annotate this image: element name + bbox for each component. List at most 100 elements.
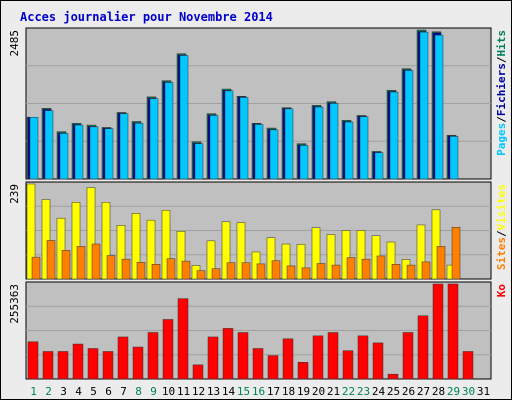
- pages-bar-day-17: [269, 129, 279, 180]
- sites-bar-day-16: [256, 263, 266, 280]
- hits-panel-legend: Pages/Fichiers/Hits: [495, 30, 508, 156]
- pages-bar-day-15: [239, 97, 249, 180]
- day-label-29: 29: [447, 385, 460, 398]
- sites-bar-day-27: [421, 261, 431, 280]
- sites-bar-day-15: [241, 262, 251, 280]
- chart-title: Acces journalier pour Novembre 2014: [20, 10, 273, 24]
- day-label-26: 26: [402, 385, 415, 398]
- day-label-3: 3: [60, 385, 67, 398]
- sites-bar-day-14: [226, 262, 236, 280]
- day-label-15: 15: [237, 385, 250, 398]
- visites-bar-day-4: [71, 202, 81, 280]
- ko-bar-day-12: [192, 364, 204, 380]
- ko-bar-day-24: [372, 342, 384, 380]
- sites-bar-day-13: [211, 268, 221, 280]
- sites-bar-day-10: [166, 258, 176, 280]
- day-label-13: 13: [207, 385, 220, 398]
- sites-bar-day-1: [31, 256, 41, 280]
- day-label-27: 27: [417, 385, 430, 398]
- ko-bar-day-15: [237, 332, 249, 380]
- day-label-30: 30: [462, 385, 475, 398]
- visites-bar-day-8: [131, 213, 141, 280]
- visits-panel-legend: Sites/Visites: [495, 184, 508, 270]
- sites-bar-day-29: [451, 227, 461, 280]
- ko-panel-legend-part: Ko: [495, 284, 508, 298]
- visites-bar-day-18: [281, 243, 291, 280]
- sites-bar-day-23: [361, 258, 371, 280]
- sites-bar-day-17: [271, 260, 281, 280]
- ko-bar-day-13: [207, 336, 219, 380]
- sites-bar-day-11: [181, 260, 191, 280]
- pages-bar-day-2: [44, 110, 54, 180]
- ko-bar-day-26: [402, 332, 414, 380]
- pages-bar-day-27: [419, 31, 429, 180]
- day-label-2: 2: [45, 385, 52, 398]
- day-label-9: 9: [150, 385, 157, 398]
- pages-bar-day-29: [449, 136, 459, 180]
- hits-panel-legend-part: Fichiers: [495, 63, 508, 116]
- visites-bar-day-3: [56, 217, 66, 280]
- pages-bar-day-16: [254, 124, 264, 180]
- ko-bar-day-29: [447, 283, 459, 380]
- pages-bar-day-1: [29, 116, 39, 180]
- ko-bar-day-7: [117, 336, 129, 380]
- visites-bar-day-22: [341, 230, 351, 280]
- sites-bar-day-28: [436, 246, 446, 280]
- sites-bar-day-21: [331, 264, 341, 280]
- ko-bar-day-5: [87, 348, 99, 380]
- pages-bar-day-24: [374, 152, 384, 180]
- sites-bar-day-2: [46, 240, 56, 280]
- sites-bar-day-24: [376, 255, 386, 280]
- visites-bar-day-25: [386, 241, 396, 280]
- sites-bar-day-4: [76, 246, 86, 280]
- pages-bar-day-18: [284, 108, 294, 180]
- hits-panel-legend-part: /: [495, 116, 508, 123]
- visites-bar-day-14: [221, 221, 231, 280]
- visites-bar-day-6: [101, 202, 111, 280]
- sites-bar-day-7: [121, 258, 131, 280]
- pages-bar-day-7: [119, 113, 129, 180]
- day-label-4: 4: [75, 385, 82, 398]
- visites-bar-day-7: [116, 225, 126, 280]
- visites-bar-day-11: [176, 231, 186, 280]
- hits-ymax-label: 2485: [8, 30, 21, 57]
- day-label-19: 19: [297, 385, 310, 398]
- hits-panel-legend-part: Pages: [495, 123, 508, 156]
- ko-bar-day-21: [327, 332, 339, 380]
- visites-bar-day-28: [431, 209, 441, 280]
- pages-bar-day-5: [89, 126, 99, 180]
- day-label-5: 5: [90, 385, 97, 398]
- day-label-7: 7: [120, 385, 127, 398]
- day-label-23: 23: [357, 385, 370, 398]
- day-label-8: 8: [135, 385, 142, 398]
- ko-bar-day-2: [42, 351, 54, 380]
- pages-bar-day-13: [209, 115, 219, 180]
- visites-bar-day-5: [86, 187, 96, 280]
- visites-bar-day-17: [266, 237, 276, 280]
- sites-bar-day-3: [61, 250, 71, 280]
- pages-bar-day-14: [224, 90, 234, 180]
- pages-bar-day-20: [314, 106, 324, 180]
- ko-bar-day-1: [27, 341, 39, 380]
- pages-bar-day-22: [344, 121, 354, 180]
- ko-bar-day-16: [252, 348, 264, 380]
- ko-bar-day-18: [282, 338, 294, 380]
- pages-bar-day-6: [104, 128, 114, 180]
- day-label-22: 22: [342, 385, 355, 398]
- day-label-25: 25: [387, 385, 400, 398]
- visits-panel-legend-part: Visites: [495, 184, 508, 230]
- pages-bar-day-3: [59, 133, 69, 180]
- visites-bar-day-20: [311, 227, 321, 280]
- day-label-6: 6: [105, 385, 112, 398]
- sites-bar-day-8: [136, 262, 146, 280]
- visits-ymax-label: 239: [8, 184, 21, 204]
- day-label-21: 21: [327, 385, 340, 398]
- ko-bar-day-11: [177, 298, 189, 380]
- ko-bar-day-20: [312, 335, 324, 380]
- ko-bar-day-14: [222, 328, 234, 380]
- ko-bar-day-27: [417, 315, 429, 380]
- pages-bar-day-19: [299, 145, 309, 180]
- visites-bar-day-2: [41, 199, 51, 280]
- ko-bar-day-19: [297, 362, 309, 380]
